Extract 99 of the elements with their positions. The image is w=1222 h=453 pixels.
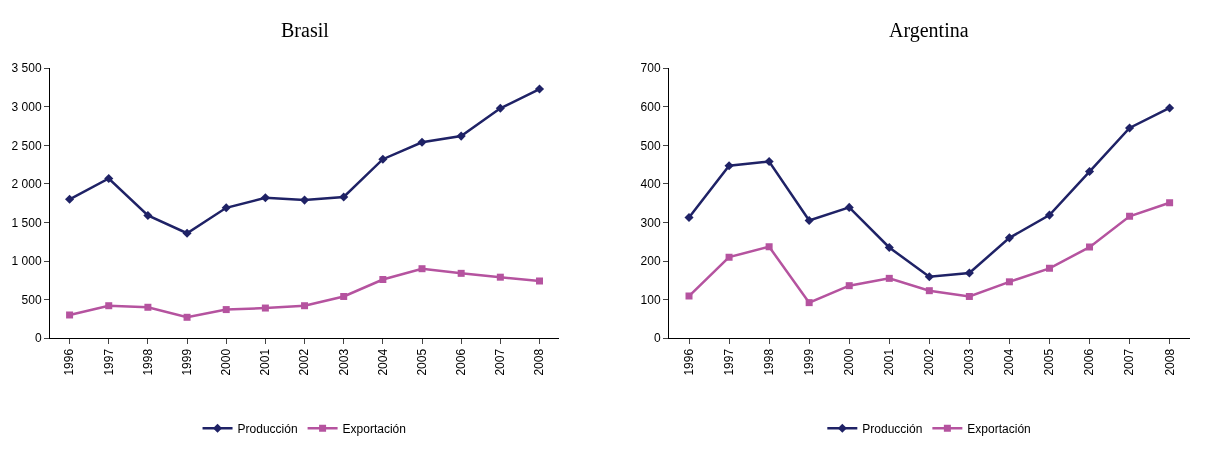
point [1005, 278, 1013, 286]
point [260, 193, 270, 203]
point [965, 292, 973, 300]
legend-label: Exportación [342, 421, 406, 436]
point [536, 277, 543, 285]
point [1044, 210, 1055, 220]
point [1045, 264, 1053, 272]
point [339, 192, 349, 202]
x-tick-label: 2004 [375, 348, 390, 376]
point [222, 306, 230, 314]
point [884, 242, 894, 253]
x-tick-label: 2006 [454, 348, 469, 376]
point [845, 282, 853, 290]
x-tick-label: 2008 [1162, 348, 1177, 376]
y-tick-label: 500 [640, 138, 661, 153]
x-tick-label: 1997 [101, 348, 116, 376]
point [964, 268, 974, 278]
y-tick-label: 600 [640, 99, 661, 114]
y-tick-label: 200 [640, 254, 661, 269]
point [1084, 167, 1095, 177]
x-tick-label: 2003 [336, 348, 351, 376]
point [301, 302, 309, 310]
x-tick-label: 2004 [1002, 348, 1017, 376]
point [143, 210, 153, 221]
x-tick-label: 1998 [140, 348, 155, 376]
point [182, 228, 192, 238]
point [144, 303, 152, 311]
x-tick-label: 1997 [721, 348, 736, 376]
y-tick-label: 2 500 [11, 138, 42, 153]
point [925, 287, 933, 295]
point [261, 304, 269, 312]
point [1165, 103, 1175, 113]
x-tick-label: 1996 [62, 348, 77, 376]
y-tick-label: 500 [21, 292, 42, 307]
y-tick-label: 1 000 [11, 254, 42, 269]
x-tick-label: 2000 [842, 348, 857, 376]
y-tick-label: 400 [640, 177, 661, 192]
point [495, 103, 505, 113]
point [685, 292, 693, 300]
chart-title: Argentina [889, 19, 969, 42]
x-tick-label: 2002 [297, 348, 312, 376]
x-tick-label: 2001 [882, 348, 897, 376]
legend-label: Producción [862, 421, 923, 436]
point [456, 131, 466, 141]
point [1086, 243, 1094, 251]
point [183, 313, 191, 321]
point [924, 272, 934, 282]
point [496, 273, 504, 281]
point [725, 253, 733, 261]
x-tick-label: 2006 [1082, 348, 1097, 376]
point [457, 269, 465, 277]
x-tick-label: 2001 [258, 348, 273, 376]
point [418, 265, 426, 273]
point [724, 161, 734, 171]
y-tick-label: 2 000 [11, 177, 42, 192]
x-tick-label: 2007 [1122, 348, 1137, 376]
point [65, 194, 75, 204]
y-tick-label: 3 000 [11, 99, 42, 114]
x-tick-label: 1999 [802, 348, 817, 376]
x-tick-label: 1996 [681, 348, 696, 376]
y-tick-label: 100 [640, 292, 661, 307]
point [804, 215, 814, 226]
legend-label: Producción [237, 421, 298, 436]
point [684, 212, 694, 222]
x-tick-label: 1998 [762, 348, 777, 376]
point [1126, 212, 1134, 220]
x-tick-label: 2008 [532, 348, 547, 376]
point [764, 156, 774, 167]
point [66, 311, 74, 319]
point [805, 299, 813, 307]
point [417, 137, 427, 147]
point [885, 274, 893, 282]
point [1125, 123, 1135, 133]
x-tick-label: 2000 [219, 348, 234, 376]
point [844, 202, 854, 212]
x-tick-label: 2002 [922, 348, 937, 376]
y-tick-label: 300 [640, 215, 661, 230]
point [340, 292, 348, 300]
x-tick-label: 2007 [493, 348, 508, 376]
x-tick-label: 2005 [1042, 348, 1057, 376]
y-tick-label: 0 [653, 331, 661, 346]
x-tick-label: 1999 [179, 348, 194, 376]
point [1166, 199, 1174, 207]
point [534, 84, 545, 94]
legend-label: Exportación [967, 421, 1031, 436]
point [221, 203, 231, 213]
point [379, 276, 387, 284]
point [105, 302, 113, 310]
y-tick-label: 1 500 [11, 215, 42, 230]
point [1004, 233, 1014, 243]
y-tick-label: 3 500 [11, 61, 42, 76]
point [765, 243, 773, 251]
point [378, 154, 388, 164]
y-tick-label: 700 [640, 61, 661, 76]
x-tick-label: 2003 [962, 348, 977, 376]
chart-title: Brasil [281, 19, 330, 41]
y-tick-label: 0 [34, 331, 42, 346]
point [104, 173, 114, 184]
x-tick-label: 2005 [414, 348, 429, 376]
